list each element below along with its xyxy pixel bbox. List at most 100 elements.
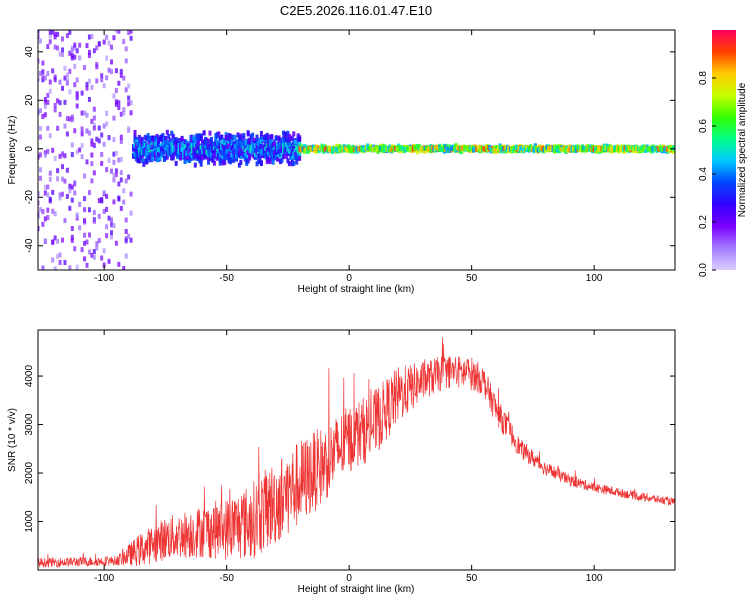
spectrogram-cell — [119, 134, 123, 140]
spectrogram-cell — [90, 141, 94, 147]
colorbar-tick-label: 0.0 — [698, 263, 709, 277]
spectrogram-cell — [83, 217, 87, 223]
spectrogram-cell — [102, 141, 106, 147]
spectrogram-cell — [56, 31, 60, 37]
spectrogram-cell — [124, 46, 128, 52]
spectrogram-cell — [51, 147, 55, 153]
spectrogram-cell — [38, 207, 42, 213]
spectrogram-cell — [65, 167, 69, 173]
y-tick-label: 3000 — [24, 413, 35, 436]
spectrogram-cell — [51, 30, 55, 35]
spectrogram-cell — [92, 115, 96, 121]
spectrogram-cell — [85, 81, 89, 87]
spectrogram-cell — [295, 159, 299, 165]
spectrogram-cell — [287, 142, 291, 148]
spectrogram-cell — [83, 110, 87, 116]
spectrogram-cell — [273, 139, 277, 145]
spectrogram-cell — [83, 232, 87, 238]
spectrogram-cell — [122, 188, 126, 194]
spectrogram-cell — [43, 103, 47, 109]
spectrogram-cell — [38, 58, 40, 64]
spectrogram-cell — [48, 88, 52, 94]
spectrogram-cell — [129, 100, 133, 106]
spectrogram-cell — [119, 72, 123, 78]
spectrogram-cell — [83, 173, 87, 179]
spectrogram-cell — [92, 125, 96, 131]
spectrogram-cell — [137, 134, 141, 140]
spectrogram-cell — [102, 262, 106, 268]
spectrogram-cell — [95, 61, 99, 67]
spectrogram-cell — [262, 149, 266, 155]
spectrogram-cell — [251, 132, 255, 138]
spectrogram-cell — [65, 131, 69, 137]
spectrogram-cell — [112, 93, 116, 99]
spectrogram-cell — [224, 155, 228, 161]
spectrogram-cell — [161, 133, 165, 139]
spectrogram-cell — [56, 168, 60, 174]
spectrogram-cell — [239, 133, 243, 139]
spectrogram-cell — [254, 155, 258, 161]
spectrogram-cell — [63, 75, 67, 81]
spectrogram-cell — [83, 256, 87, 262]
spectrogram-cell — [41, 221, 45, 227]
spectrogram-cell — [161, 152, 165, 158]
y-tick-label: 4000 — [24, 365, 35, 388]
spectrogram-cell — [63, 153, 67, 159]
y-tick-label: -40 — [24, 238, 35, 253]
spectrogram-cell — [209, 136, 213, 142]
spectrogram-cell — [46, 215, 50, 221]
spectrogram-cell — [202, 130, 206, 136]
spectrogram-cell — [48, 30, 52, 35]
spectrogram-cell — [290, 154, 294, 160]
spectrogram-cell — [281, 154, 285, 160]
spectrogram-cell — [85, 43, 89, 49]
spectrogram-cell — [68, 30, 72, 35]
spectrogram-xlabel: Height of straight line (km) — [298, 284, 415, 295]
spectrogram-cell — [43, 97, 47, 103]
spectrogram-cell — [258, 156, 262, 162]
spectrogram-cell — [48, 170, 52, 176]
spectrogram-cell — [68, 183, 72, 189]
spectrogram-cell — [136, 155, 140, 161]
spectrogram-cell — [63, 178, 67, 184]
spectrogram-cell — [199, 135, 203, 141]
spectrogram-cell — [129, 110, 133, 116]
colorbar-tick-label: 0.2 — [698, 215, 709, 229]
spectrogram-cell — [75, 264, 79, 270]
spectrogram-cell — [102, 248, 106, 254]
spectrogram-cell — [236, 132, 240, 138]
x-tick-label: 50 — [466, 573, 478, 584]
spectrogram-cell — [233, 134, 237, 140]
spectrogram-cell — [61, 36, 64, 42]
spectrogram-cell — [107, 157, 111, 163]
y-tick-label: -20 — [24, 190, 35, 205]
spectrogram-cell — [146, 133, 150, 139]
spectrogram-cell — [129, 30, 133, 34]
spectrogram-cell — [107, 135, 111, 141]
spectrogram-cell — [68, 116, 72, 122]
x-tick-label: -50 — [219, 573, 234, 584]
spectrogram-cell — [53, 77, 57, 83]
spectrogram-cell — [92, 210, 96, 216]
spectrogram-cell — [214, 136, 218, 142]
spectrogram-cell — [58, 153, 62, 159]
spectrogram-cell — [80, 154, 84, 160]
spectrogram-cell — [110, 69, 113, 75]
spectrogram-cell — [70, 237, 74, 243]
spectrogram-cell — [68, 68, 72, 74]
spectrogram-cell — [51, 239, 55, 245]
spectrogram-cell — [271, 159, 275, 165]
spectrogram-cell — [189, 156, 193, 162]
colorbar: 0.0 0.2 0.4 0.6 0.8 Normalized spectral ampl… — [698, 30, 748, 277]
colorbar-tick-label: 0.8 — [698, 71, 709, 85]
spectrogram-cell — [292, 131, 296, 137]
spectrogram-cell — [90, 118, 94, 124]
spectrogram-cell — [56, 125, 60, 131]
spectrogram-cell — [119, 157, 123, 163]
spectrogram-cell — [119, 111, 123, 117]
spectrogram-cell — [102, 208, 106, 214]
spectrogram-cell — [92, 106, 96, 112]
spectrogram-cell — [46, 125, 50, 131]
spectrogram-cell — [68, 89, 72, 95]
spectrogram-cell — [107, 215, 111, 221]
